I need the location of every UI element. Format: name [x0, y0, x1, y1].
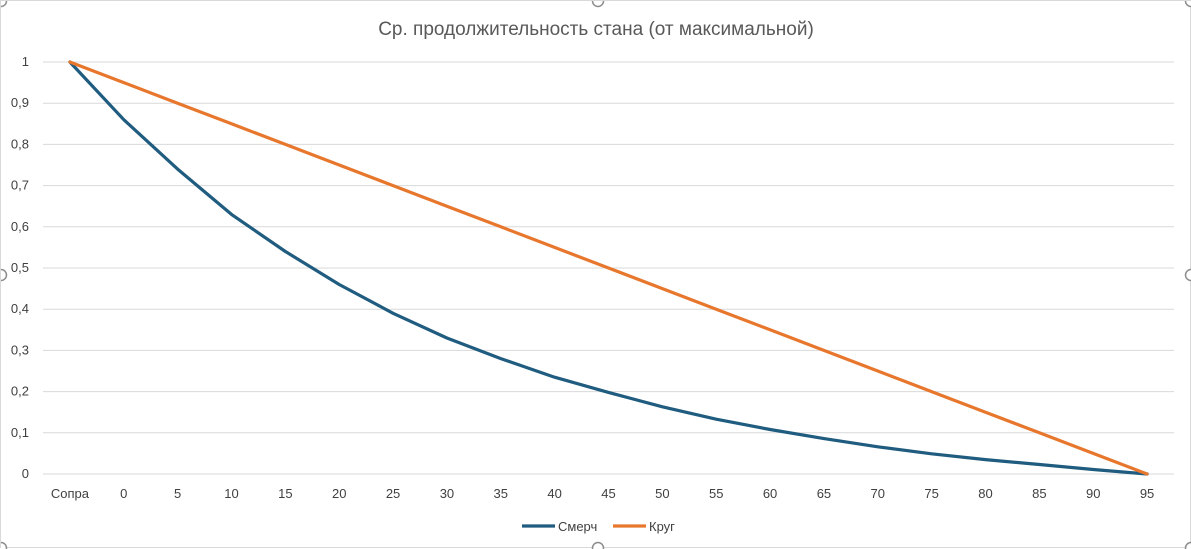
- x-tick-label: 75: [924, 486, 938, 501]
- y-tick-label: 0,8: [11, 136, 29, 151]
- y-tick-label: 0,2: [11, 384, 29, 399]
- resize-handle[interactable]: [1186, 543, 1191, 549]
- resize-handle[interactable]: [1, 543, 7, 549]
- y-tick-label: 0,1: [11, 425, 29, 440]
- resize-handle[interactable]: [1186, 270, 1191, 281]
- x-tick-label: 95: [1140, 486, 1154, 501]
- x-tick-label: 60: [763, 486, 777, 501]
- x-tick-label: 0: [120, 486, 127, 501]
- x-tick-label: 70: [871, 486, 885, 501]
- x-tick-label: 5: [174, 486, 181, 501]
- x-tick-label: 20: [332, 486, 346, 501]
- resize-handle[interactable]: [1186, 1, 1191, 7]
- resize-handle[interactable]: [593, 543, 604, 549]
- x-tick-label: 35: [494, 486, 508, 501]
- legend: Смерч Круг: [522, 519, 675, 534]
- y-tick-label: 0,7: [11, 178, 29, 193]
- x-tick-label: 15: [278, 486, 292, 501]
- y-tick-label: 0: [22, 466, 29, 481]
- x-tick-label: 80: [978, 486, 992, 501]
- x-axis-ticks: Сопра 0 5 10 15 20 25 30 35 40 45 50 55 60 65 70 75 80 85 9…: [51, 486, 1154, 501]
- y-tick-label: 0,5: [11, 260, 29, 275]
- legend-label: Круг: [649, 519, 675, 534]
- y-tick-label: 0,3: [11, 342, 29, 357]
- chart-title: Ср. продолжительность стана (от максимал…: [378, 19, 814, 40]
- resize-handle[interactable]: [1, 1, 7, 7]
- x-tick-label: 65: [817, 486, 831, 501]
- x-tick-label: 40: [547, 486, 561, 501]
- x-tick-label: Сопра: [51, 486, 90, 501]
- legend-label: Смерч: [558, 519, 597, 534]
- y-tick-label: 0,9: [11, 95, 29, 110]
- y-axis-ticks: 0 0,1 0,2 0,3 0,4 0,5 0,6 0,7 0,8 0,9 1: [11, 54, 29, 481]
- y-tick-label: 0,4: [11, 301, 29, 316]
- resize-handle[interactable]: [1, 270, 7, 281]
- x-tick-label: 10: [224, 486, 238, 501]
- x-tick-label: 90: [1086, 486, 1100, 501]
- resize-handle[interactable]: [593, 1, 604, 7]
- x-tick-label: 30: [440, 486, 454, 501]
- y-tick-label: 1: [22, 54, 29, 69]
- y-tick-label: 0,6: [11, 219, 29, 234]
- x-tick-label: 25: [386, 486, 400, 501]
- x-tick-label: 45: [601, 486, 615, 501]
- x-tick-label: 50: [655, 486, 669, 501]
- x-tick-label: 85: [1032, 486, 1046, 501]
- x-tick-label: 55: [709, 486, 723, 501]
